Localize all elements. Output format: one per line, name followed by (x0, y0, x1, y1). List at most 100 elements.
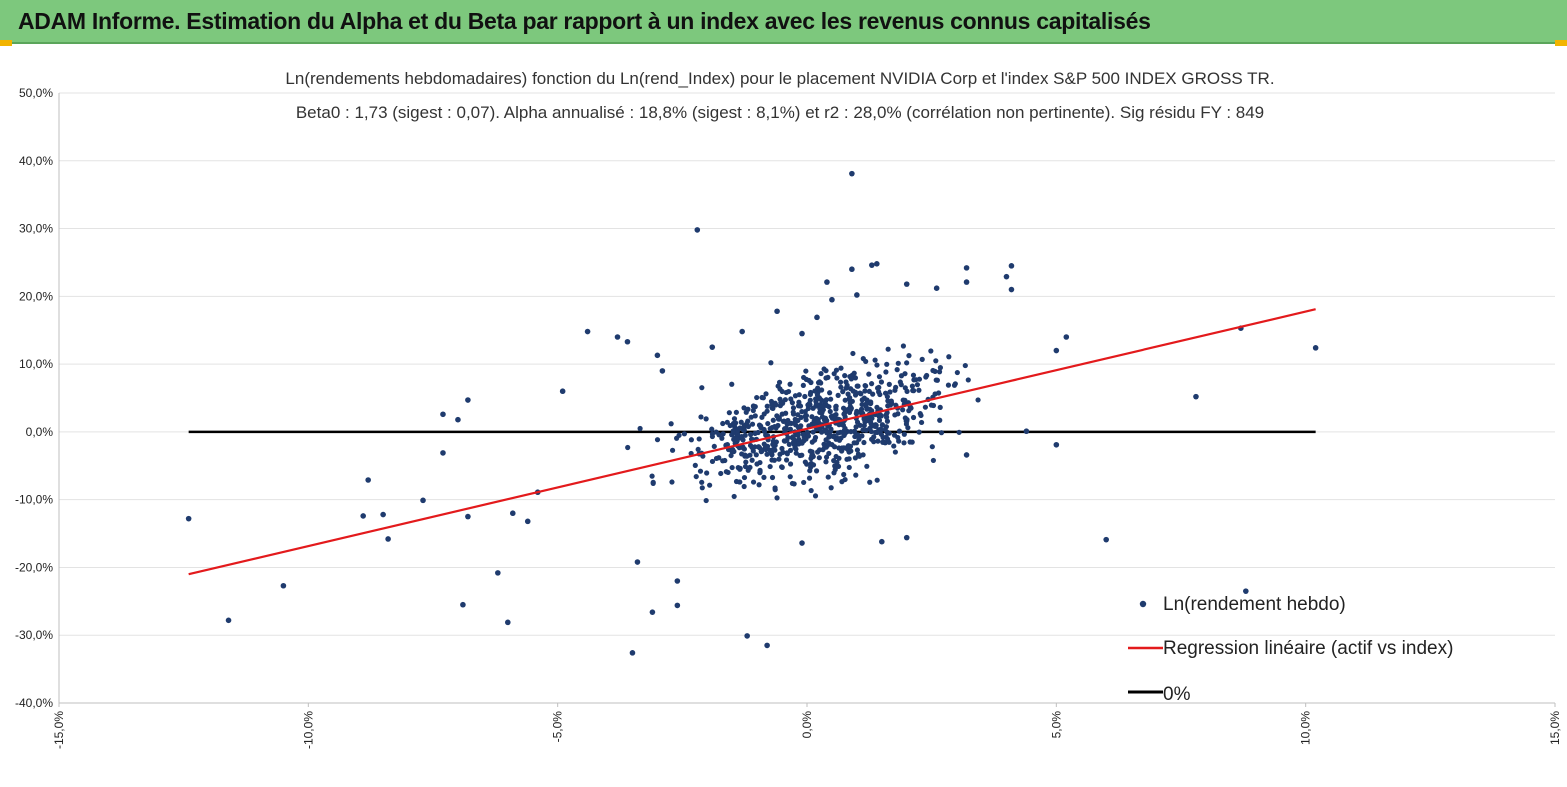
data-point (863, 383, 869, 389)
data-point (827, 408, 833, 415)
data-point (878, 379, 885, 385)
data-point (929, 444, 935, 450)
data-point (952, 381, 958, 387)
data-point (835, 430, 841, 436)
data-point (737, 479, 743, 485)
data-point (842, 425, 848, 432)
data-point (719, 435, 725, 441)
data-point (770, 417, 776, 423)
data-point (866, 388, 872, 394)
data-point (769, 401, 775, 408)
data-point (674, 602, 681, 609)
data-point (741, 474, 748, 481)
data-point (792, 416, 798, 422)
data-point (918, 419, 925, 426)
data-point (455, 416, 461, 423)
data-point (776, 379, 783, 385)
data-point (879, 538, 885, 545)
legend-label-regression: Regression linéaire (actif vs index) (1163, 638, 1453, 659)
data-point (838, 384, 844, 390)
data-point (730, 428, 736, 434)
data-point (883, 369, 889, 375)
data-point (741, 405, 747, 411)
data-point (886, 381, 892, 387)
data-point (895, 360, 901, 366)
data-point (703, 497, 709, 504)
data-point (674, 578, 681, 584)
x-tick-label: -15,0% (52, 711, 66, 749)
data-point (823, 459, 829, 465)
data-point (930, 367, 936, 374)
data-point (696, 436, 702, 442)
data-point (867, 479, 873, 485)
data-point (669, 447, 676, 453)
data-point (460, 601, 466, 608)
data-point (932, 391, 938, 397)
data-point (789, 480, 796, 487)
data-point (892, 387, 898, 393)
data-point (782, 397, 788, 403)
scatter-chart: Ln(rendements hebdomadaires) fonction du… (15, 69, 1562, 749)
data-point (843, 385, 849, 391)
data-point (861, 422, 867, 429)
data-point (908, 405, 914, 411)
data-point (911, 388, 917, 394)
regression-line (188, 308, 1316, 576)
data-point (962, 362, 968, 369)
data-point (937, 417, 943, 423)
data-point (768, 360, 774, 366)
data-point (880, 439, 886, 445)
data-point (741, 483, 747, 490)
data-point (772, 487, 778, 493)
data-point (905, 425, 911, 431)
data-point (869, 262, 875, 268)
data-point (773, 425, 779, 431)
data-point (804, 461, 810, 467)
data-point (833, 453, 839, 460)
data-point (803, 413, 810, 419)
data-point (856, 453, 863, 459)
data-point (810, 405, 816, 411)
data-point (783, 457, 790, 463)
data-point (888, 398, 894, 404)
data-point (810, 429, 816, 435)
data-point (790, 405, 797, 411)
data-point (916, 429, 922, 435)
legend: Ln(rendement hebdo) Regression linéaire … (1128, 594, 1453, 705)
data-point (842, 373, 848, 379)
data-point (1243, 588, 1249, 594)
data-point (649, 609, 656, 615)
data-point (700, 453, 706, 459)
data-point (776, 456, 782, 462)
data-point (681, 431, 688, 437)
data-point (874, 362, 880, 368)
data-point (1312, 345, 1319, 351)
data-point (764, 451, 770, 457)
data-point (819, 410, 825, 416)
data-point (848, 376, 854, 382)
data-point (775, 416, 782, 422)
data-point (709, 458, 716, 465)
x-tick-label: 15,0% (1548, 711, 1562, 745)
data-point (821, 366, 827, 372)
data-point (225, 617, 232, 624)
data-point (649, 473, 655, 479)
data-point (813, 401, 820, 407)
data-point (796, 441, 802, 447)
data-point (933, 358, 939, 364)
data-point (365, 477, 371, 483)
data-point (465, 513, 471, 520)
data-point (756, 444, 762, 450)
data-point (810, 462, 817, 468)
data-point (777, 396, 783, 402)
data-point (898, 382, 904, 388)
data-point (828, 485, 834, 491)
data-point (745, 467, 751, 473)
data-point (878, 413, 884, 419)
data-point (1008, 263, 1015, 269)
data-point (770, 405, 776, 411)
data-point (822, 415, 829, 421)
data-point (559, 388, 566, 395)
data-point (879, 422, 885, 428)
data-point (836, 437, 843, 443)
